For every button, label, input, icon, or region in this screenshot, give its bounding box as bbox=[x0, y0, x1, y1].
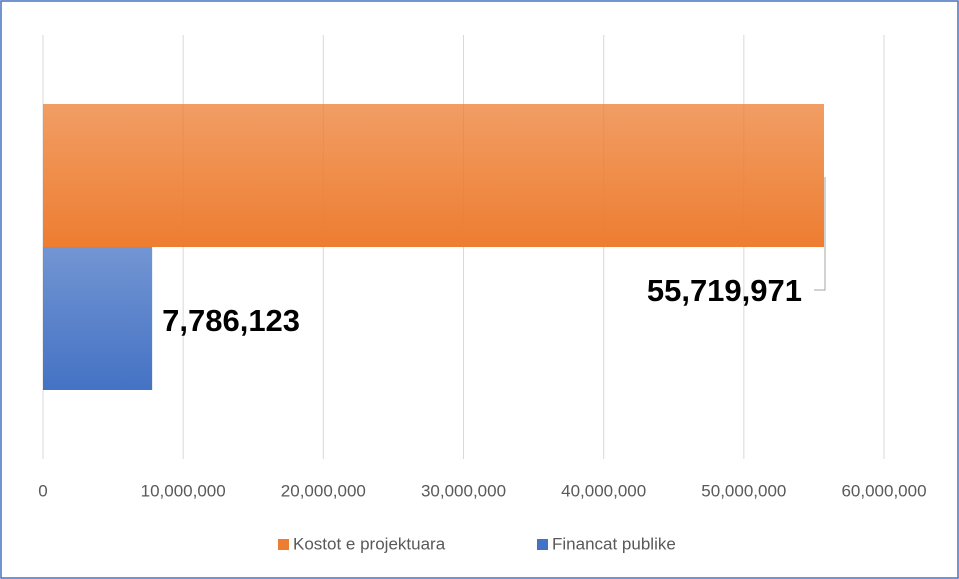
legend-swatch bbox=[278, 539, 289, 550]
bar bbox=[43, 247, 153, 390]
x-tick-label: 20,000,000 bbox=[281, 481, 366, 500]
legend-swatch bbox=[537, 539, 548, 550]
bar bbox=[43, 104, 825, 247]
x-tick-label: 40,000,000 bbox=[561, 481, 646, 500]
x-tick-label: 0 bbox=[38, 481, 47, 500]
value-label: 55,719,971 bbox=[647, 273, 802, 308]
x-tick-label: 50,000,000 bbox=[701, 481, 786, 500]
legend-label: Kostot e projektuara bbox=[293, 534, 446, 553]
x-tick-label: 10,000,000 bbox=[141, 481, 226, 500]
x-tick-label: 60,000,000 bbox=[841, 481, 926, 500]
leader-line bbox=[814, 177, 826, 291]
legend-label: Financat publike bbox=[552, 534, 676, 553]
x-tick-label: 30,000,000 bbox=[421, 481, 506, 500]
value-label: 7,786,123 bbox=[162, 303, 300, 338]
